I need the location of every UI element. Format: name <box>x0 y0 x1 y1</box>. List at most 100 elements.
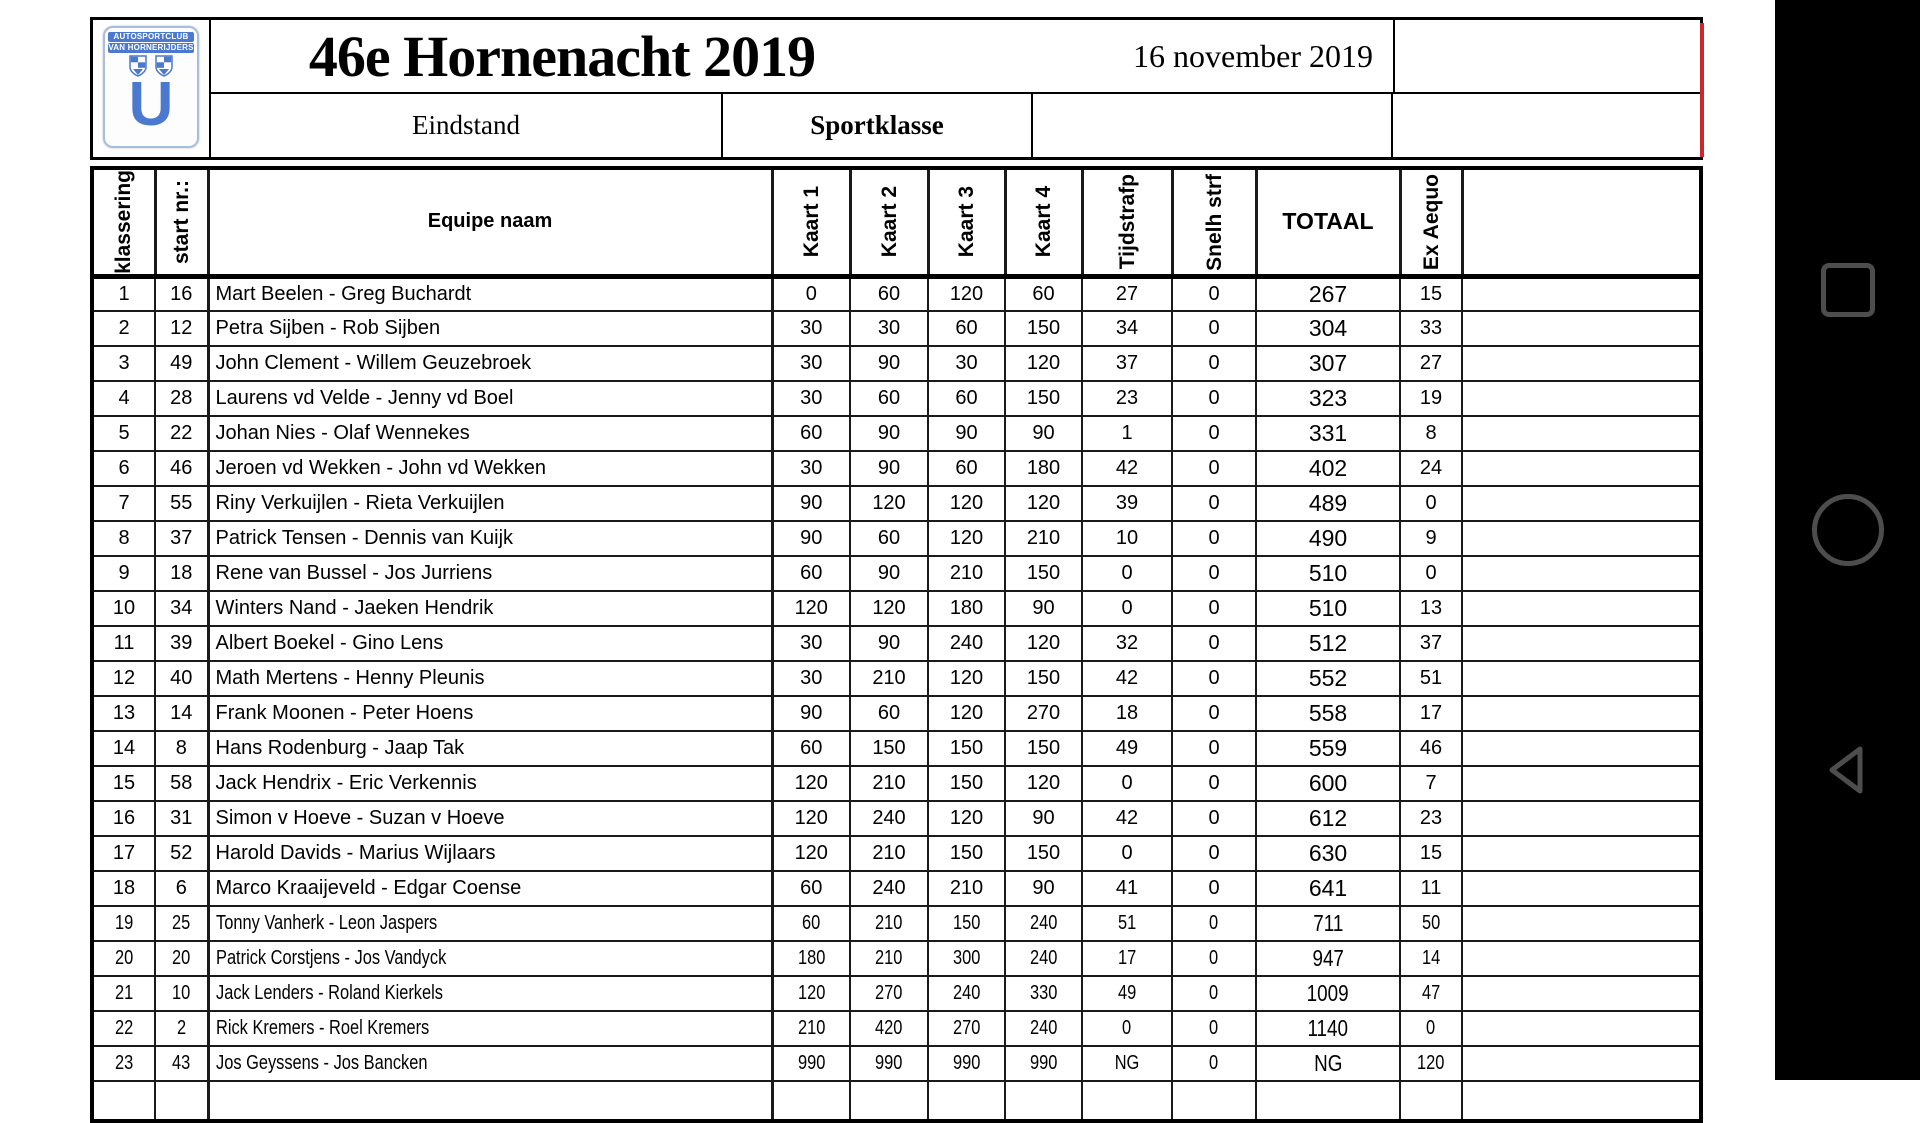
table-cell-start-nr: 46 <box>154 450 209 488</box>
table-cell-empty <box>1461 450 1702 488</box>
table-row: 9 18 Rene van Bussel - Jos Jurriens 60 90 210… <box>91 555 1702 593</box>
table-row: 15 58 Jack Hendrix - Eric Verkennis 120 210 1… <box>91 765 1702 803</box>
table-cell-ex-aequo: 17 <box>1399 695 1463 733</box>
table-cell-tijdstrafp: 23 <box>1081 380 1173 418</box>
table-cell-kaart-4: 120 <box>1004 485 1083 523</box>
shield-icon <box>155 55 173 77</box>
table-cell-kaart-1: 990 <box>771 1045 851 1083</box>
table-cell-kaart-4: 120 <box>1004 625 1083 663</box>
club-logo: AUTOSPORTCLUB VAN HORNERIJDERS <box>103 26 199 148</box>
header-subtitle-row: Eindstand Sportklasse <box>211 94 1700 157</box>
logo-cell: AUTOSPORTCLUB VAN HORNERIJDERS <box>93 20 211 157</box>
column-header-tijdstrafp: Tijdstrafp <box>1080 166 1174 279</box>
table-cell-empty <box>206 1080 774 1123</box>
table-cell-totaal: 552 <box>1255 660 1401 698</box>
table-cell-kaart-3: 150 <box>927 835 1006 873</box>
table-cell-klassering: 10 <box>91 590 156 628</box>
table-cell-start-nr: 40 <box>154 660 209 698</box>
table-cell-kaart-1: 60 <box>771 905 851 943</box>
table-cell-empty <box>1461 590 1702 628</box>
table-row: 8 37 Patrick Tensen - Dennis van Kuijk 90 60… <box>91 520 1702 558</box>
scroll-indicator[interactable] <box>1700 23 1704 157</box>
table-row: 18 6 Marco Kraaijeveld - Edgar Coense 60 240… <box>91 870 1702 908</box>
table-cell-equipe-naam: Albert Boekel - Gino Lens <box>206 625 774 663</box>
table-cell-kaart-3: 210 <box>927 870 1006 908</box>
table-cell-equipe-naam: Mart Beelen - Greg Buchardt <box>206 275 774 313</box>
table-cell-totaal: 489 <box>1255 485 1401 523</box>
table-cell-empty <box>1461 1045 1702 1083</box>
table-cell-kaart-1: 90 <box>771 520 851 558</box>
table-cell-kaart-4: 150 <box>1004 660 1083 698</box>
table-cell-kaart-4: 60 <box>1004 275 1083 313</box>
header-empty-cell <box>1033 94 1393 157</box>
stage-cell: Eindstand <box>211 94 723 157</box>
table-cell-equipe-naam: Jeroen vd Wekken - John vd Wekken <box>206 450 774 488</box>
table-cell-ex-aequo: 0 <box>1399 1010 1463 1048</box>
table-cell-empty <box>1255 1080 1401 1123</box>
table-cell-equipe-naam: Winters Nand - Jaeken Hendrik <box>206 590 774 628</box>
table-cell-start-nr: 14 <box>154 695 209 733</box>
document-page: AUTOSPORTCLUB VAN HORNERIJDERS <box>90 17 1704 1123</box>
table-row: 1 16 Mart Beelen - Greg Buchardt 0 60 120 60 27… <box>91 275 1702 313</box>
table-cell-kaart-2: 90 <box>849 555 929 593</box>
table-cell-tijdstrafp: 17 <box>1081 940 1173 978</box>
table-cell-kaart-3: 270 <box>927 1010 1006 1048</box>
table-cell-snelh-strf: 0 <box>1171 450 1257 488</box>
table-cell-snelh-strf: 0 <box>1171 520 1257 558</box>
table-cell-kaart-3: 60 <box>927 450 1006 488</box>
table-cell-klassering: 14 <box>91 730 156 768</box>
table-cell-klassering: 7 <box>91 485 156 523</box>
header-title-row: 46e Hornenacht 2019 16 november 2019 <box>211 20 1700 94</box>
table-cell-kaart-2: 990 <box>849 1045 929 1083</box>
date-cell: 16 november 2019 <box>1033 20 1393 92</box>
table-cell-totaal: 1140 <box>1255 1010 1401 1048</box>
table-cell-kaart-2: 270 <box>849 975 929 1013</box>
table-cell-tijdstrafp: 42 <box>1081 660 1173 698</box>
table-cell-ex-aequo: 51 <box>1399 660 1463 698</box>
table-cell-kaart-2: 240 <box>849 800 929 838</box>
table-cell-kaart-1: 90 <box>771 485 851 523</box>
column-header-klassering: klassering <box>90 166 157 279</box>
table-cell-equipe-naam: Frank Moonen - Peter Hoens <box>206 695 774 733</box>
recents-button square-icon[interactable] <box>1821 263 1875 317</box>
document-header: AUTOSPORTCLUB VAN HORNERIJDERS <box>90 17 1703 160</box>
table-cell-equipe-naam: Laurens vd Velde - Jenny vd Boel <box>206 380 774 418</box>
table-cell-equipe-naam: Jack Lenders - Roland Kierkels <box>206 975 774 1013</box>
logo-text-line2: VAN HORNERIJDERS <box>108 43 194 53</box>
table-cell-totaal: 331 <box>1255 415 1401 453</box>
table-row: 6 46 Jeroen vd Wekken - John vd Wekken 30 90… <box>91 450 1702 488</box>
table-cell-klassering: 11 <box>91 625 156 663</box>
table-cell-ex-aequo: 7 <box>1399 765 1463 803</box>
table-cell-snelh-strf: 0 <box>1171 1045 1257 1083</box>
table-cell-kaart-2: 210 <box>849 660 929 698</box>
table-cell-empty <box>91 1080 156 1123</box>
table-cell-klassering: 6 <box>91 450 156 488</box>
table-row: 19 25 Tonny Vanherk - Leon Jaspers 60 210 150… <box>91 905 1702 943</box>
table-cell-ex-aequo: 14 <box>1399 940 1463 978</box>
table-cell-equipe-naam: Hans Rodenburg - Jaap Tak <box>206 730 774 768</box>
table-cell-empty <box>1461 310 1702 348</box>
table-cell-klassering: 18 <box>91 870 156 908</box>
table-cell-snelh-strf: 0 <box>1171 380 1257 418</box>
table-cell-kaart-1: 0 <box>771 275 851 313</box>
table-cell-kaart-1: 120 <box>771 800 851 838</box>
table-cell-empty <box>1461 520 1702 558</box>
table-cell-kaart-4: 90 <box>1004 415 1083 453</box>
table-cell-ex-aequo: 46 <box>1399 730 1463 768</box>
table-cell-kaart-3: 150 <box>927 765 1006 803</box>
table-cell-tijdstrafp: 0 <box>1081 765 1173 803</box>
class-label: Sportklasse <box>810 110 944 140</box>
home-button circle-icon[interactable] <box>1812 494 1884 566</box>
back-button back-triangle-icon[interactable] <box>1821 742 1871 798</box>
table-cell-snelh-strf: 0 <box>1171 275 1257 313</box>
table-cell-totaal: 402 <box>1255 450 1401 488</box>
table-cell-kaart-1: 30 <box>771 450 851 488</box>
table-cell-tijdstrafp: 0 <box>1081 555 1173 593</box>
table-cell-snelh-strf: 0 <box>1171 345 1257 383</box>
table-cell-klassering: 15 <box>91 765 156 803</box>
table-cell-equipe-naam: Petra Sijben - Rob Sijben <box>206 310 774 348</box>
table-cell-totaal: 323 <box>1255 380 1401 418</box>
table-cell-equipe-naam: Patrick Tensen - Dennis van Kuijk <box>206 520 774 558</box>
table-cell-kaart-3: 90 <box>927 415 1006 453</box>
table-cell-kaart-1: 60 <box>771 555 851 593</box>
